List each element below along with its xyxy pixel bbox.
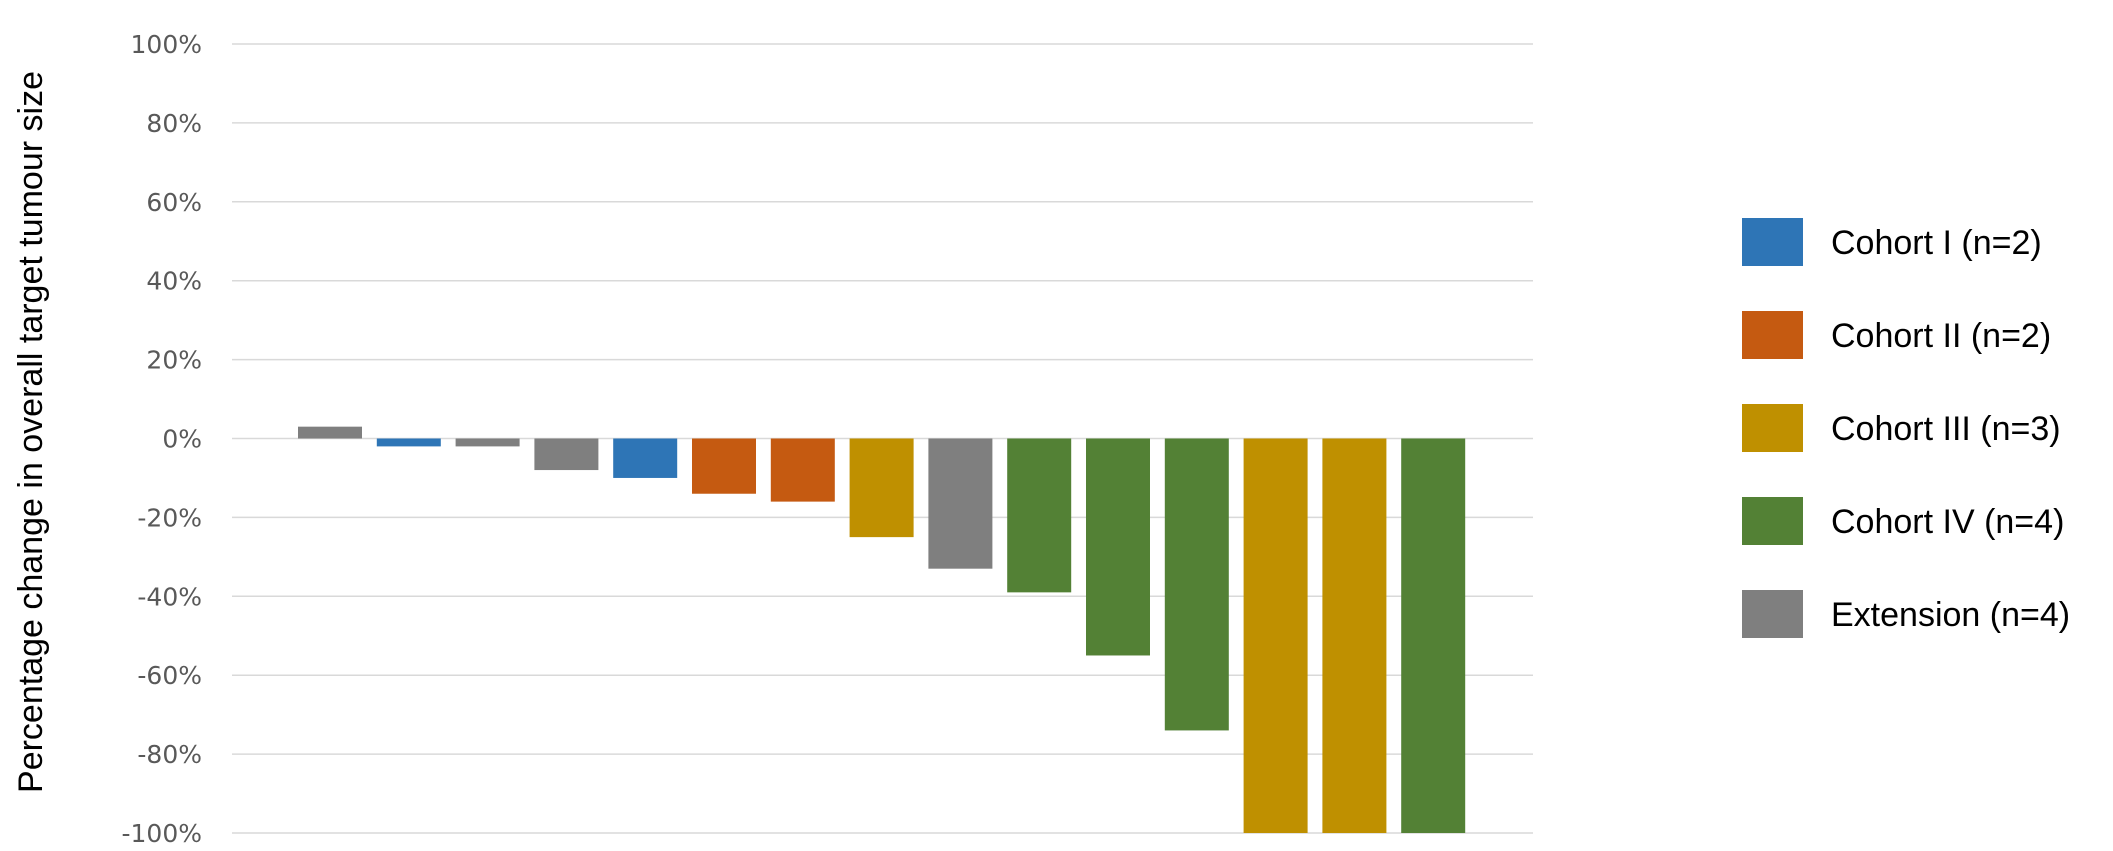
legend-label: Cohort II (n=2)	[1831, 317, 2051, 355]
legend-swatch	[1742, 218, 1803, 266]
legend-label: Cohort I (n=2)	[1831, 224, 2042, 262]
legend-label: Cohort IV (n=4)	[1831, 503, 2064, 541]
legend: Cohort I (n=2) Cohort II (n=2) Cohort III …	[1742, 218, 2070, 638]
legend-swatch	[1742, 404, 1803, 452]
y-tick-label: 40%	[146, 267, 202, 296]
y-axis-ticks: 100% 80% 60% 40% 20% 0% -20% -40% -60% -80% -100%	[122, 30, 203, 848]
bar	[1164, 438, 1229, 731]
legend-label: Cohort III (n=3)	[1831, 410, 2061, 448]
legend-label: Extension (n=4)	[1831, 596, 2070, 634]
y-axis-title: Percentage change in overall target tumo…	[12, 71, 50, 793]
bar	[376, 438, 441, 447]
y-tick-label: -40%	[137, 582, 202, 611]
bar	[1401, 438, 1466, 833]
legend-item: Cohort I (n=2)	[1742, 218, 2042, 266]
bar	[770, 438, 835, 502]
legend-swatch	[1742, 497, 1803, 545]
bar	[455, 438, 520, 447]
bar	[613, 438, 678, 478]
legend-item: Cohort III (n=3)	[1742, 404, 2061, 452]
bar	[298, 426, 362, 439]
y-tick-label: -60%	[137, 661, 202, 690]
legend-swatch	[1742, 590, 1803, 638]
y-tick-label: 100%	[131, 30, 202, 59]
y-tick-label: 0%	[162, 425, 202, 454]
legend-item: Cohort II (n=2)	[1742, 311, 2051, 359]
bar	[849, 438, 914, 538]
bar	[1007, 438, 1072, 593]
y-tick-label: -80%	[137, 740, 202, 769]
y-tick-label: 20%	[146, 346, 202, 375]
y-tick-label: 60%	[146, 188, 202, 217]
legend-item: Extension (n=4)	[1742, 590, 2070, 638]
y-tick-label: 80%	[146, 109, 202, 138]
bar	[692, 438, 756, 494]
bar	[928, 438, 993, 569]
bar	[1086, 438, 1150, 656]
bar	[534, 438, 599, 471]
y-tick-label: -100%	[122, 819, 203, 848]
bar	[1243, 438, 1308, 833]
bar	[1322, 438, 1387, 833]
legend-item: Cohort IV (n=4)	[1742, 497, 2064, 545]
y-tick-label: -20%	[137, 503, 202, 532]
legend-swatch	[1742, 311, 1803, 359]
bars	[298, 426, 1466, 833]
